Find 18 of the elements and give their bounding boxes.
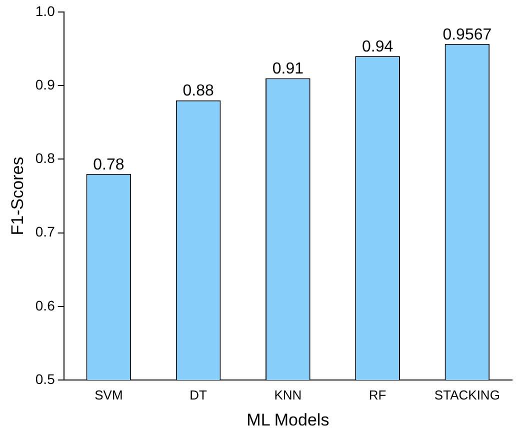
- x-tick-label: KNN: [274, 387, 302, 402]
- y-tick-label: 0.9: [35, 76, 56, 92]
- data-label: 0.94: [362, 38, 394, 56]
- y-tick-label: 1.0: [35, 2, 56, 19]
- x-axis-title: ML Models: [246, 410, 330, 430]
- y-axis-title: F1-Scores: [8, 156, 27, 236]
- x-tick-label: DT: [190, 387, 208, 402]
- data-label: 0.9567: [442, 26, 492, 44]
- y-tick-label: 0.7: [35, 224, 56, 240]
- data-label: 0.78: [93, 156, 124, 174]
- data-label: 0.91: [272, 60, 304, 78]
- y-tick-label: 0.5: [35, 370, 56, 387]
- x-tick-label: STACKING: [434, 387, 500, 402]
- data-label: 0.88: [182, 82, 214, 100]
- y-tick-label: 0.6: [35, 297, 56, 314]
- x-tick-label: RF: [368, 387, 386, 402]
- y-tick-label: 0.8: [35, 150, 56, 166]
- x-tick-label: SVM: [94, 387, 123, 402]
